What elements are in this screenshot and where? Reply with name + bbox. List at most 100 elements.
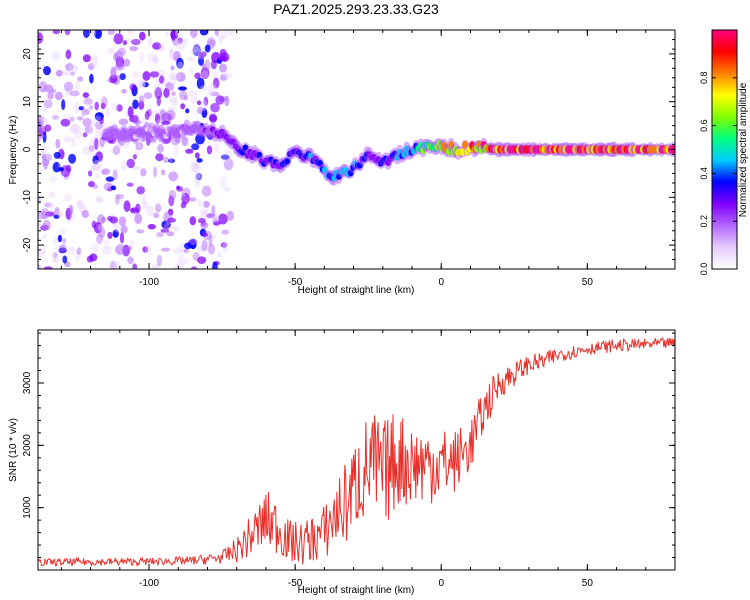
heatmap-noise-cell — [223, 158, 234, 171]
heatmap-noise-cell — [200, 99, 207, 112]
heatmap-noise-cell — [82, 92, 90, 98]
heatmap-ridge-cell — [158, 128, 165, 135]
heatmap-noise-cell — [51, 51, 61, 62]
heatmap-noise-cell — [195, 173, 202, 181]
heatmap-noise-cell — [168, 189, 177, 201]
heatmap-ridge-cell — [336, 173, 342, 180]
heatmap-noise-cell — [58, 167, 64, 172]
heatmap-noise-cell — [178, 86, 187, 91]
heatmap-noise-cell — [175, 30, 182, 37]
heatmap-noise-cell — [53, 151, 61, 159]
heatmap-ridge-cell — [132, 133, 139, 140]
heatmap-noise-cell — [197, 106, 204, 115]
heatmap-noise-cell — [42, 219, 51, 231]
heatmap-noise-cell — [111, 102, 119, 111]
heatmap-ridge-cell — [394, 154, 401, 161]
heatmap-noise-cell — [102, 122, 108, 132]
heatmap-noise-cell — [88, 140, 96, 153]
heatmap-noise-cell — [200, 221, 209, 229]
heatmap-noise-cell — [56, 70, 63, 77]
heatmap-noise-cell — [133, 114, 139, 125]
heatmap-noise-cell — [57, 234, 63, 243]
colorbar-gradient — [712, 30, 737, 269]
heatmap-noise-cell — [69, 116, 75, 122]
heatmap-noise-cell — [184, 242, 192, 250]
heatmap-noise-cell — [47, 202, 55, 209]
heatmap-noise-cell — [173, 264, 182, 269]
snr-series-line — [38, 337, 675, 568]
heatmap-noise-cell — [88, 145, 95, 152]
heatmap-ridge-cell — [125, 132, 132, 139]
heatmap-noise-cell — [42, 153, 53, 162]
heatmap-noise-cell — [174, 226, 180, 232]
heatmap-noise-cell — [77, 76, 84, 82]
y-tick-label: 20 — [22, 48, 33, 60]
heatmap-ridge-cell — [174, 132, 181, 139]
heatmap-noise-cell — [201, 63, 207, 72]
heatmap-noise-cell — [201, 70, 209, 79]
heatmap-noise-cell — [170, 72, 181, 81]
heatmap-noise-cell — [83, 125, 90, 133]
heatmap-noise-cell — [167, 106, 177, 111]
heatmap-noise-cell — [51, 253, 58, 263]
x-tick-label: -50 — [288, 578, 303, 589]
heatmap-noise-cell — [82, 145, 92, 155]
heatmap-ridge-cell — [172, 127, 179, 134]
heatmap-noise-cell — [68, 204, 74, 215]
top-y-axis-label: Frequency (Hz) — [8, 116, 19, 185]
y-tick-label: -10 — [22, 190, 33, 205]
heatmap-noise-cell — [143, 92, 153, 99]
colorbar-tick-label: 0.0 — [699, 263, 709, 276]
heatmap-ridge-cell — [231, 138, 237, 145]
heatmap-noise-cell — [197, 256, 207, 265]
heatmap-noise-cell — [52, 255, 61, 264]
colorbar: 0.0 0.2 0.4 0.6 0.8 Normalized spectral ampl… — [699, 29, 749, 276]
heatmap-noise-cell — [187, 89, 198, 97]
heatmap-noise-cell — [95, 196, 105, 203]
heatmap-noise-cell — [160, 247, 171, 252]
heatmap-noise-cell — [148, 36, 153, 47]
heatmap-noise-cell — [91, 30, 97, 35]
x-tick-label: 50 — [582, 578, 594, 589]
heatmap-noise-cell — [154, 113, 161, 125]
heatmap-noise-cell — [145, 244, 152, 255]
heatmap-noise-cell — [63, 81, 74, 92]
heatmap-ridge-cell — [130, 129, 137, 136]
heatmap-noise-cell — [119, 73, 126, 81]
heatmap-noise-cell — [43, 99, 53, 109]
heatmap-noise-cell — [125, 38, 133, 43]
heatmap-noise-cell — [130, 207, 136, 213]
heatmap-noise-cell — [68, 153, 77, 164]
heatmap-noise-cell — [196, 77, 205, 90]
heatmap-noise-cell — [126, 158, 135, 169]
heatmap-noise-cell — [112, 169, 118, 181]
heatmap-noise-cell — [139, 51, 145, 63]
heatmap-noise-cell — [106, 215, 113, 222]
heatmap-noise-cell — [126, 245, 133, 251]
heatmap-noise-cell — [156, 254, 163, 267]
heatmap-noise-cell — [224, 95, 230, 107]
heatmap-noise-cell — [58, 228, 66, 236]
heatmap-noise-cell — [63, 135, 73, 143]
heatmap-noise-cell — [155, 91, 163, 99]
heatmap-noise-cell — [154, 87, 162, 99]
heatmap-noise-cell — [220, 242, 228, 248]
heatmap-ridge-cell — [322, 166, 328, 174]
heatmap-noise-cell — [213, 220, 221, 226]
heatmap-noise-cell — [83, 98, 93, 105]
heatmap-noise-cell — [221, 229, 230, 235]
heatmap-noise-cell — [208, 39, 216, 46]
heatmap-noise-cell — [135, 142, 144, 151]
heatmap-noise-cell — [106, 48, 116, 55]
heatmap-noise-cell — [163, 156, 170, 164]
heatmap-noise-cell — [48, 191, 56, 198]
x-tick-label: -100 — [139, 578, 159, 589]
heatmap-noise-cell — [172, 248, 182, 254]
heatmap-noise-cell — [186, 57, 196, 62]
heatmap-noise-cell — [190, 49, 196, 55]
heatmap-noise-cell — [70, 124, 81, 134]
heatmap-noise-cell — [172, 75, 177, 85]
heatmap-noise-cell — [201, 185, 212, 197]
heatmap-noise-cell — [200, 208, 210, 215]
